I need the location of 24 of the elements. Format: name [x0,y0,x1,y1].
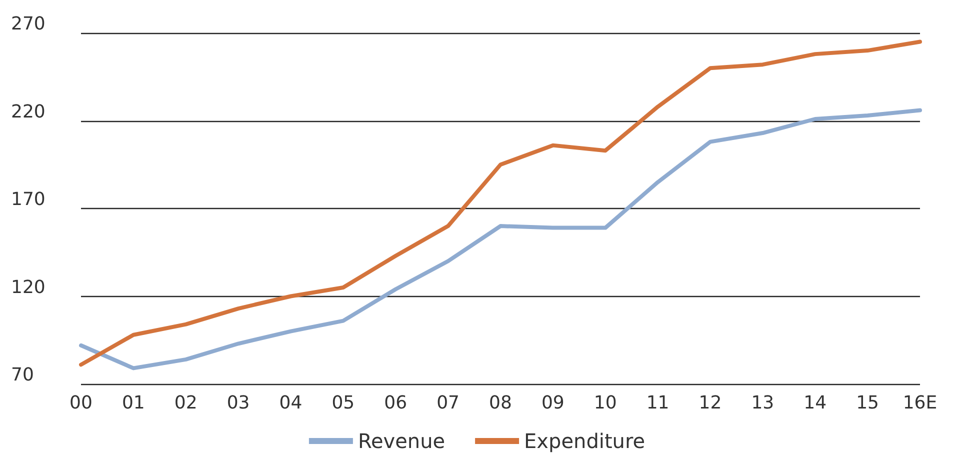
x-tick-label: 10 [594,392,617,414]
x-tick-label: 16E [902,392,938,414]
x-tick-label: 00 [70,392,92,414]
legend-label: Expenditure [524,429,646,453]
x-tick-label: 02 [174,392,198,414]
x-tick-label: 03 [226,392,250,414]
x-tick-label: 04 [279,392,302,414]
x-tick-label: 12 [698,392,722,414]
x-tick-label: 08 [489,392,512,414]
x-tick-label: 06 [384,392,408,414]
legend-label: Revenue [358,429,446,453]
x-tick-label: 15 [856,392,880,414]
x-tick-label: 11 [646,392,670,414]
x-tick-label: 13 [751,392,774,414]
x-tick-label: 09 [541,392,564,414]
y-tick-label: 270 [11,14,46,34]
x-tick-label: 05 [332,392,355,414]
y-tick-label: 170 [11,189,46,210]
y-tick-label: 120 [11,276,46,298]
y-tick-label: 70 [11,364,34,386]
x-tick-label: 07 [436,392,460,414]
x-tick-label: 01 [122,392,145,414]
y-tick-label: 220 [11,101,46,122]
x-tick-label: 14 [804,392,827,414]
